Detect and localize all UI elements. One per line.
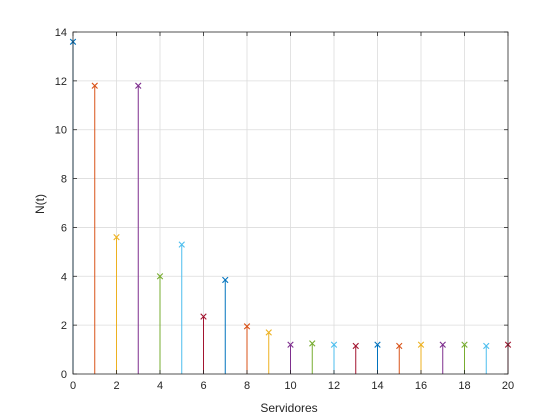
stem-marker xyxy=(91,82,98,89)
stem-marker xyxy=(222,276,229,284)
stem-point xyxy=(287,341,294,374)
y-axis-label: N(t) xyxy=(33,194,47,214)
stem-marker xyxy=(135,82,142,89)
y-tick-label: 14 xyxy=(55,27,67,39)
stem-marker xyxy=(200,313,207,320)
stem-point xyxy=(91,82,98,374)
axis-ticks: 0 2 4 6 8 10 12 14 16 18 20 0 2 4 6 8 10 12 14 xyxy=(55,27,514,392)
stem-point xyxy=(156,273,164,374)
stem-marker xyxy=(396,342,403,350)
grid-lines xyxy=(73,32,508,374)
x-tick-label: 6 xyxy=(200,380,206,392)
x-tick-label: 8 xyxy=(244,380,250,392)
stem-marker xyxy=(287,341,294,348)
stem-marker xyxy=(417,341,425,348)
stem-marker xyxy=(330,341,338,348)
x-tick-label: 2 xyxy=(113,380,119,392)
stem-marker xyxy=(483,342,490,350)
stem-marker xyxy=(243,323,251,330)
x-tick-label: 16 xyxy=(415,380,427,392)
stem-marker xyxy=(461,341,468,348)
x-tick-label: 18 xyxy=(458,380,470,392)
stem-point xyxy=(265,329,272,374)
stem-point xyxy=(222,276,229,374)
x-tick-label: 20 xyxy=(502,380,514,392)
stem-point xyxy=(352,342,359,374)
stem-point xyxy=(135,82,142,374)
stem-point xyxy=(243,323,251,374)
y-tick-label: 6 xyxy=(61,222,67,234)
data-series xyxy=(69,38,512,374)
stem-marker xyxy=(265,329,272,336)
x-tick-label: 4 xyxy=(157,380,163,392)
stem-point xyxy=(330,341,338,374)
y-tick-label: 10 xyxy=(55,125,67,137)
stem-point xyxy=(417,341,425,374)
stem-marker xyxy=(439,341,446,348)
stem-point xyxy=(113,234,120,374)
stem-point xyxy=(396,342,403,374)
stem-point xyxy=(309,340,316,374)
stem-marker xyxy=(374,341,381,348)
y-tick-label: 0 xyxy=(61,369,67,381)
stem-point xyxy=(178,241,185,374)
stem-point xyxy=(439,341,446,374)
y-tick-label: 4 xyxy=(61,271,67,283)
stem-marker xyxy=(113,234,120,241)
x-tick-label: 0 xyxy=(70,380,76,392)
y-tick-label: 12 xyxy=(55,76,67,88)
stem-marker xyxy=(178,241,185,248)
stem-point xyxy=(461,341,468,374)
stem-marker xyxy=(309,340,316,347)
stem-marker xyxy=(156,273,164,280)
x-tick-label: 14 xyxy=(371,380,383,392)
y-tick-label: 8 xyxy=(61,174,67,186)
stem-point xyxy=(483,342,490,374)
x-axis-label: Servidores xyxy=(260,401,317,415)
x-tick-label: 10 xyxy=(284,380,296,392)
y-tick-label: 2 xyxy=(61,320,67,332)
stem-point xyxy=(200,313,207,374)
x-tick-label: 12 xyxy=(328,380,340,392)
stem-point xyxy=(374,341,381,374)
stem-marker xyxy=(352,342,359,350)
